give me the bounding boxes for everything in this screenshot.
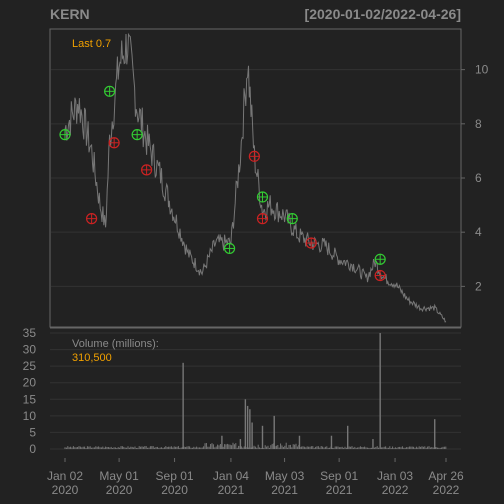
buy-signal-marker xyxy=(104,85,116,97)
volume-title: Volume (millions): xyxy=(72,338,159,350)
volume-tick-label: 5 xyxy=(29,425,36,439)
volume-axis: 0 5 10 15 20 25 30 35 xyxy=(23,326,37,456)
volume-bars xyxy=(64,333,447,449)
price-tick-label: 2 xyxy=(475,279,482,293)
date-tick-label: May 01 xyxy=(99,469,139,483)
buy-signal-marker xyxy=(223,242,236,255)
buy-signal-marker xyxy=(286,213,298,225)
price-tick-label: 4 xyxy=(475,225,482,239)
volume-tick-label: 10 xyxy=(23,409,37,423)
volume-tick-label: 30 xyxy=(23,343,37,357)
buy-signal-marker xyxy=(59,129,71,141)
price-axis: 2 4 6 8 10 xyxy=(461,63,489,293)
date-tick-year: 2021 xyxy=(271,483,298,497)
sell-signal-marker xyxy=(108,137,120,149)
date-tick-label: Jan 02 xyxy=(47,469,83,483)
sell-signal-marker xyxy=(305,237,317,249)
date-tick-year: 2020 xyxy=(52,483,79,497)
date-tick-year: 2020 xyxy=(161,483,188,497)
price-panel: 2 4 6 8 10 Last 0.7 xyxy=(49,28,489,328)
volume-tick-label: 25 xyxy=(23,359,37,373)
date-tick-year: 2021 xyxy=(218,483,245,497)
volume-tick-label: 35 xyxy=(23,326,37,340)
ticker-title: KERN xyxy=(50,6,90,22)
buy-signal-marker xyxy=(131,129,143,141)
buy-signal-marker xyxy=(374,253,386,265)
sell-signal-marker xyxy=(141,164,153,176)
sell-signal-marker xyxy=(374,269,386,282)
last-price-label: Last 0.7 xyxy=(72,38,111,50)
date-tick-year: 2022 xyxy=(433,483,460,497)
price-tick-label: 6 xyxy=(475,171,482,185)
volume-tick-label: 20 xyxy=(23,376,37,390)
sell-signal-marker xyxy=(86,213,98,225)
date-tick-label: May 03 xyxy=(265,469,305,483)
trade-signals xyxy=(59,85,386,282)
volume-gridlines xyxy=(50,332,461,450)
buy-signal-marker xyxy=(256,191,269,203)
sell-signal-marker xyxy=(256,213,269,225)
date-tick-label: Sep 01 xyxy=(320,469,358,483)
volume-tick-label: 0 xyxy=(29,442,36,456)
date-tick-label: Sep 01 xyxy=(156,469,194,483)
volume-tick-label: 15 xyxy=(23,392,37,406)
date-tick-label: Jan 03 xyxy=(377,469,413,483)
date-tick-year: 2020 xyxy=(106,483,133,497)
sell-signal-marker xyxy=(248,150,260,162)
date-tick-year: 2022 xyxy=(382,483,409,497)
date-tick-label: Apr 26 xyxy=(428,469,464,483)
price-gridlines xyxy=(51,69,460,287)
date-tick-year: 2021 xyxy=(326,483,353,497)
volume-last-value: 310,500 xyxy=(72,352,112,364)
date-range-title: [2020-01-02/2022-04-26] xyxy=(305,6,461,22)
price-tick-label: 8 xyxy=(475,117,482,131)
date-tick-label: Jan 04 xyxy=(213,469,249,483)
volume-panel: 0 5 10 15 20 25 30 35 Volume (millions): 310,50… xyxy=(23,326,461,456)
price-tick-label: 10 xyxy=(475,63,489,77)
